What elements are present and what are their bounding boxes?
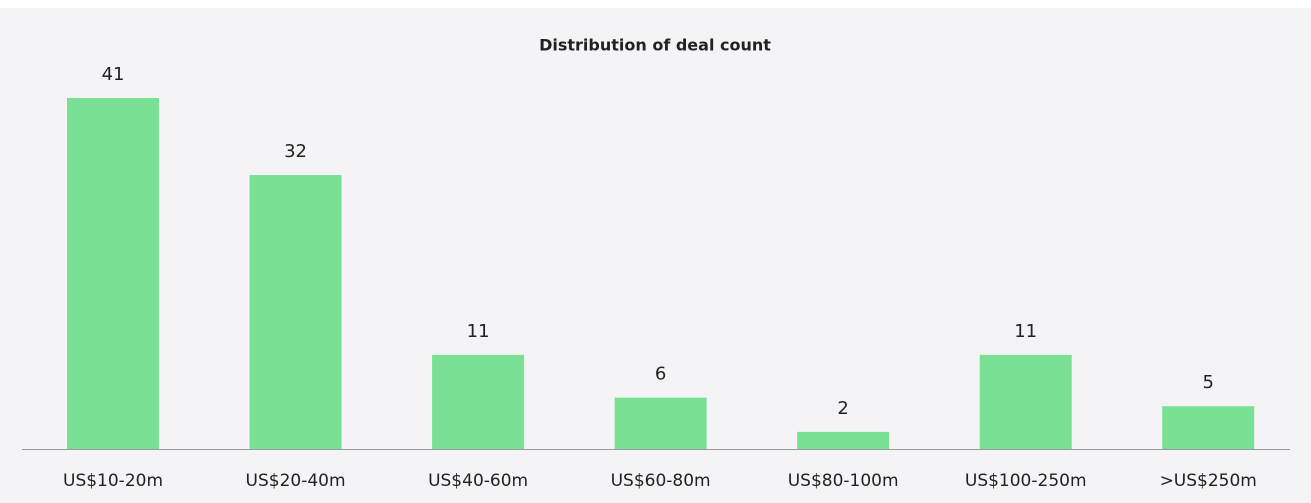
data-label: 11 <box>1014 321 1037 342</box>
bar <box>797 431 890 449</box>
bar <box>249 175 342 450</box>
x-tick-label: US$60-80m <box>611 471 711 491</box>
data-label: 2 <box>837 398 848 419</box>
data-label: 32 <box>284 141 307 162</box>
data-label: 41 <box>102 64 125 85</box>
bar <box>614 397 707 449</box>
x-tick-label: US$80-100m <box>788 471 899 491</box>
x-tick-label: US$40-60m <box>428 471 528 491</box>
bar <box>67 98 160 449</box>
x-tick-label: US$100-250m <box>965 471 1087 491</box>
chart-title: Distribution of deal count <box>539 36 771 55</box>
x-tick-label: >US$250m <box>1160 471 1257 491</box>
bar <box>432 354 525 449</box>
x-tick-label: US$10-20m <box>63 471 163 491</box>
x-tick-label: US$20-40m <box>246 471 346 491</box>
bar <box>979 354 1072 449</box>
data-label: 6 <box>655 364 666 385</box>
data-label: 5 <box>1203 372 1214 393</box>
data-label: 11 <box>467 321 490 342</box>
bar <box>1162 406 1255 449</box>
